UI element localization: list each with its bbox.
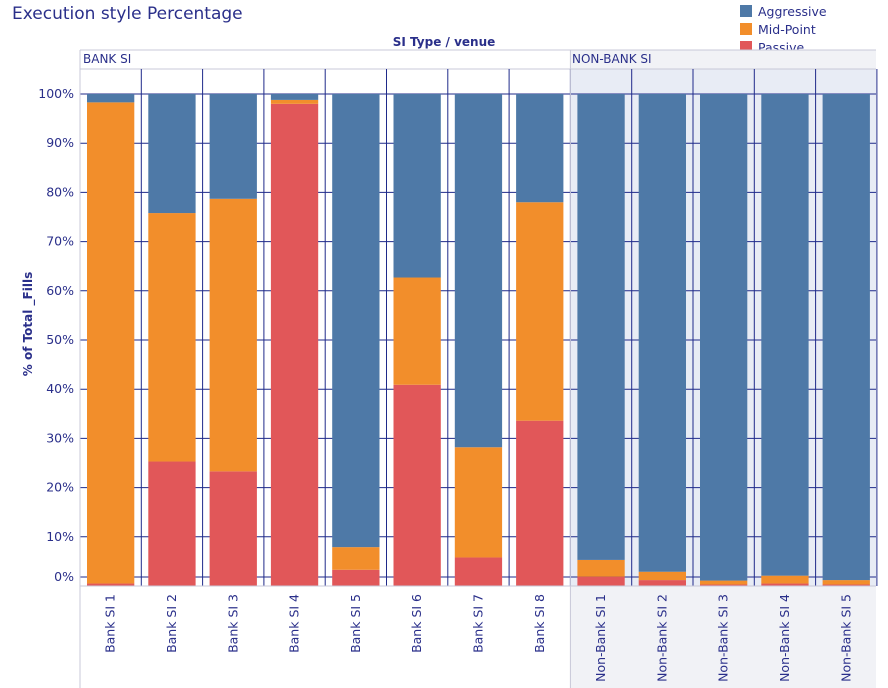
bar-passive-non-bank-si-2[interactable]: [638, 580, 686, 586]
bar-passive-bank-si-8[interactable]: [516, 420, 564, 586]
bar-passive-non-bank-si-3[interactable]: [700, 584, 748, 586]
bar-aggressive-non-bank-si-2[interactable]: [638, 94, 686, 572]
legend-swatch-aggressive: [740, 5, 752, 17]
legend-label-mid-point: Mid-Point: [758, 21, 816, 37]
bar-mid-point-bank-si-3[interactable]: [209, 198, 257, 472]
bar-passive-bank-si-4[interactable]: [270, 103, 319, 586]
x-tick-label-bank-si-4: Bank SI 4: [287, 594, 302, 653]
bar-mid-point-bank-si-6[interactable]: [393, 277, 441, 385]
bar-mid-point-non-bank-si-5[interactable]: [822, 580, 870, 585]
bar-aggressive-non-bank-si-5[interactable]: [822, 94, 870, 581]
y-tick-label: 80%: [46, 184, 74, 199]
y-tick-label: 60%: [46, 283, 74, 298]
group-label-bank-si: BANK SI: [83, 52, 132, 66]
bar-aggressive-bank-si-1[interactable]: [87, 94, 135, 103]
x-tick-label-non-bank-si-5: Non-Bank SI 5: [838, 594, 853, 682]
bar-mid-point-non-bank-si-2[interactable]: [638, 571, 686, 581]
y-tick-label: 30%: [46, 430, 74, 445]
bar-passive-bank-si-6[interactable]: [393, 384, 441, 586]
bar-aggressive-bank-si-2[interactable]: [148, 94, 196, 214]
x-tick-label-non-bank-si-2: Non-Bank SI 2: [654, 594, 669, 682]
non-bank-header-bg: [570, 50, 876, 69]
y-tick-label: 20%: [46, 480, 74, 495]
bar-aggressive-bank-si-6[interactable]: [393, 94, 441, 278]
bar-mid-point-bank-si-4[interactable]: [270, 99, 319, 104]
bar-aggressive-bank-si-7[interactable]: [454, 94, 503, 448]
bar-aggressive-bank-si-3[interactable]: [209, 94, 257, 199]
y-tick-label: 70%: [46, 234, 74, 249]
x-tick-label-bank-si-6: Bank SI 6: [409, 594, 424, 653]
x-tick-label-non-bank-si-1: Non-Bank SI 1: [593, 594, 608, 682]
bar-passive-non-bank-si-1[interactable]: [577, 576, 625, 586]
non-bank-axis-bg: [570, 586, 876, 688]
bar-mid-point-bank-si-2[interactable]: [148, 213, 196, 462]
bar-aggressive-bank-si-5[interactable]: [332, 94, 380, 548]
bar-passive-bank-si-2[interactable]: [148, 461, 196, 586]
bar-aggressive-non-bank-si-4[interactable]: [761, 94, 809, 576]
bar-mid-point-non-bank-si-1[interactable]: [577, 559, 625, 577]
legend-item-aggressive[interactable]: Aggressive: [740, 2, 827, 20]
y-tick-label: 0%: [54, 569, 74, 584]
y-tick-label: 10%: [46, 529, 74, 544]
bar-mid-point-bank-si-8[interactable]: [516, 202, 564, 421]
x-tick-label-bank-si-1: Bank SI 1: [103, 594, 118, 653]
bar-passive-bank-si-3[interactable]: [209, 471, 257, 586]
bar-mid-point-bank-si-1[interactable]: [87, 102, 135, 584]
x-tick-label-non-bank-si-4: Non-Bank SI 4: [777, 594, 792, 682]
x-tick-label-bank-si-3: Bank SI 3: [225, 594, 240, 653]
y-tick-label: 90%: [46, 135, 74, 150]
x-tick-label-bank-si-7: Bank SI 7: [470, 594, 485, 653]
bar-aggressive-bank-si-4[interactable]: [270, 94, 319, 100]
x-tick-label-bank-si-8: Bank SI 8: [532, 594, 547, 653]
y-axis-label: % of Total _Fills: [21, 271, 35, 377]
chart-title: Execution style Percentage: [12, 4, 243, 24]
bar-passive-bank-si-1[interactable]: [87, 583, 135, 586]
bar-passive-non-bank-si-5[interactable]: [822, 584, 870, 586]
bar-mid-point-non-bank-si-3[interactable]: [700, 580, 748, 585]
y-tick-label: 40%: [46, 381, 74, 396]
bar-aggressive-bank-si-8[interactable]: [516, 94, 564, 203]
group-label-non-bank-si: NON-BANK SI: [572, 52, 652, 66]
column-header-title: SI Type / venue: [392, 35, 496, 49]
bar-passive-non-bank-si-4[interactable]: [761, 583, 809, 586]
legend-item-mid-point[interactable]: Mid-Point: [740, 20, 827, 38]
y-tick-label: 50%: [46, 332, 74, 347]
bar-passive-bank-si-7[interactable]: [454, 557, 503, 586]
y-tick-label: 100%: [38, 86, 74, 101]
bar-aggressive-non-bank-si-1[interactable]: [577, 94, 625, 560]
bar-aggressive-non-bank-si-3[interactable]: [700, 94, 748, 581]
bar-mid-point-non-bank-si-4[interactable]: [761, 575, 809, 584]
x-tick-label-bank-si-5: Bank SI 5: [348, 594, 363, 653]
legend-swatch-mid-point: [740, 23, 752, 35]
bar-mid-point-bank-si-7[interactable]: [454, 447, 503, 558]
x-tick-label-bank-si-2: Bank SI 2: [164, 594, 179, 653]
legend-label-aggressive: Aggressive: [758, 3, 827, 19]
x-tick-label-non-bank-si-3: Non-Bank SI 3: [716, 594, 731, 682]
bar-mid-point-bank-si-5[interactable]: [332, 547, 380, 570]
bar-passive-bank-si-5[interactable]: [332, 569, 380, 586]
